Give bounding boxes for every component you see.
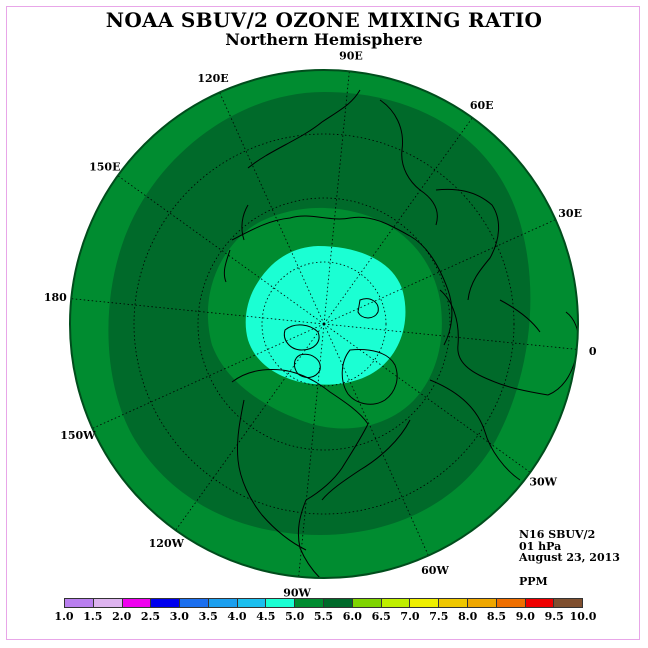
graticule [71, 71, 577, 577]
colorbar-swatch [496, 599, 526, 607]
colorbar-swatch [295, 599, 325, 607]
longitude-label: 150W [60, 429, 96, 442]
colorbar-swatch [266, 599, 296, 607]
colorbar-tick-label: 9.5 [544, 610, 564, 623]
colorbar-swatch [65, 599, 94, 607]
units-label: PPM [519, 575, 548, 588]
colorbar-tick-label: 2.5 [140, 610, 161, 623]
colorbar-tick-label: 1.5 [83, 610, 103, 623]
colorbar [64, 598, 583, 608]
map-subtitle: Northern Hemisphere [225, 30, 423, 49]
longitude-label: 150E [89, 160, 120, 173]
colorbar-tick-label: 5.5 [313, 610, 334, 623]
coastlines [223, 89, 578, 578]
longitude-label: 60E [470, 99, 494, 112]
colorbar-tick-label: 4.0 [227, 610, 247, 623]
colorbar-swatch [237, 599, 267, 607]
colorbar-swatch [93, 599, 123, 607]
longitude-label: 30E [558, 207, 582, 220]
longitude-label: 120W [149, 537, 185, 550]
colorbar-swatch [467, 599, 497, 607]
colorbar-swatch [352, 599, 382, 607]
date-label: August 23, 2013 [519, 551, 620, 564]
longitude-labels: 90E 60E 30E 0 30W 60W 90W 120W 150W 180 150E 120E [44, 49, 597, 599]
colorbar-tick-label: 7.0 [400, 610, 420, 623]
colorbar-tick-label: 10.0 [569, 610, 597, 623]
colorbar-tick-label: 8.5 [486, 610, 507, 623]
colorbar-tick-label: 2.0 [112, 610, 132, 623]
longitude-label: 0 [589, 345, 597, 358]
colorbar-tick-label: 3.0 [169, 610, 189, 623]
figure-frame [6, 6, 640, 640]
colorbar-swatch [151, 599, 181, 607]
colorbar-swatch [122, 599, 152, 607]
colorbar-tick-label: 4.5 [256, 610, 276, 623]
longitude-label: 30W [529, 476, 557, 489]
colorbar-swatch [410, 599, 440, 607]
colorbar-tick-label: 5.0 [285, 610, 305, 623]
longitude-label: 120E [197, 72, 228, 85]
map-title: NOAA SBUV/2 OZONE MIXING RATIO [105, 8, 543, 32]
satellite-label: N16 SBUV/2 [519, 528, 596, 541]
colorbar-swatch [439, 599, 468, 607]
colorbar-swatch [208, 599, 238, 607]
colorbar-tick-label: 6.0 [342, 610, 362, 623]
level-label: 01 hPa [519, 540, 562, 553]
longitude-label: 90W [283, 587, 311, 600]
colorbar-tick-label: 1.0 [54, 610, 74, 623]
colorbar-tick-label: 6.5 [371, 610, 391, 623]
longitude-label: 60W [421, 564, 449, 577]
map-border [69, 69, 579, 579]
colorbar-tick-label: 7.5 [429, 610, 449, 623]
colorbar-swatch [525, 599, 555, 607]
longitude-label: 180 [44, 291, 67, 304]
colorbar-swatch [554, 599, 583, 607]
colorbar-swatch [324, 599, 353, 607]
colorbar-swatch [381, 599, 411, 607]
colorbar-swatch [180, 599, 209, 607]
colorbar-tick-label: 8.0 [458, 610, 478, 623]
colorbar-tick-label: 3.5 [198, 610, 218, 623]
longitude-label: 90E [339, 49, 363, 62]
colorbar-tick-label: 9.0 [515, 610, 535, 623]
